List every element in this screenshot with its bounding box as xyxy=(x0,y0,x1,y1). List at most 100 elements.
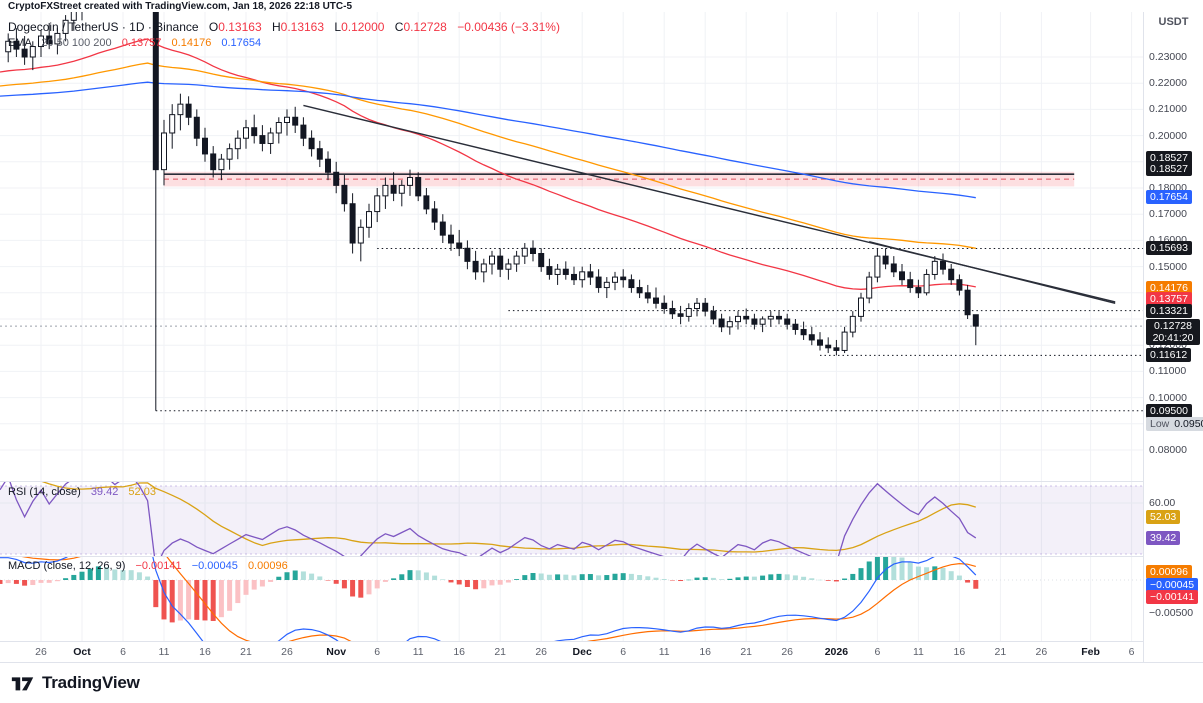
macd-histogram-bar xyxy=(768,574,774,580)
candle-body xyxy=(46,35,53,45)
candle-body xyxy=(546,266,553,275)
ema50-line xyxy=(0,38,976,290)
macd-histogram-bar xyxy=(309,573,315,580)
tradingview-logo-icon[interactable] xyxy=(10,670,36,696)
candle-body xyxy=(234,137,241,150)
candle-body xyxy=(562,268,569,275)
macd-histogram-bar xyxy=(481,580,487,589)
candle-body xyxy=(841,331,848,351)
macd-histogram-bar xyxy=(973,580,979,589)
axis-price-badge: 0.09500 xyxy=(1146,403,1192,418)
macd-histogram-bar xyxy=(555,574,561,580)
pane-separator[interactable] xyxy=(0,556,1203,557)
axis-price-badge: 0.00096 xyxy=(1146,564,1192,579)
ohlc-close-label: C xyxy=(394,20,404,34)
macd-histogram-bar xyxy=(915,566,921,580)
macd-indicator-pane[interactable] xyxy=(0,557,1143,642)
candle-body xyxy=(13,40,20,50)
candle-body xyxy=(628,279,635,289)
ema-name[interactable]: EMA xyxy=(8,37,32,49)
candle-body xyxy=(185,103,192,118)
candle-body xyxy=(366,211,372,228)
candle-body xyxy=(472,260,479,273)
macd-histogram-bar xyxy=(63,578,69,580)
candle-body xyxy=(817,339,823,346)
time-axis-label: 16 xyxy=(953,646,966,658)
pane-separator[interactable] xyxy=(0,481,1203,482)
pane-separator[interactable] xyxy=(0,641,1203,642)
axis-tick-label: 0.10000 xyxy=(1149,391,1187,404)
time-axis-label: 2026 xyxy=(824,646,849,658)
attribution-bar: CryptoFXStreet created with TradingView.… xyxy=(0,0,1203,13)
candle-body xyxy=(29,46,36,58)
symbol-legend[interactable]: Dogecoin / TetherUS · 1D · Binance O0.13… xyxy=(8,20,560,34)
tradingview-brand-text[interactable]: TradingView xyxy=(42,673,140,692)
axis-price-badge: 0.12728 20:41:20 xyxy=(1146,319,1200,346)
price-axis[interactable]: USDT 0.23000 0.22000 0.21000 0.20000 0.18000… xyxy=(1144,0,1203,662)
macd-legend[interactable]: MACD (close, 12, 26, 9) −0.00141 −0.0004… xyxy=(8,560,288,572)
macd-histogram-bar xyxy=(686,579,692,581)
main-price-chart[interactable] xyxy=(0,12,1143,482)
macd-histogram-bar xyxy=(202,580,208,621)
macd-histogram-bar xyxy=(743,576,749,580)
candle-body xyxy=(792,323,799,330)
candle-body xyxy=(636,287,643,294)
candle-body xyxy=(398,184,405,194)
macd-histogram-bar xyxy=(391,578,397,580)
axis-tick-label: 0.20000 xyxy=(1149,129,1187,142)
candle-body xyxy=(152,12,159,171)
macd-histogram-bar xyxy=(710,577,716,580)
time-axis-label: 6 xyxy=(620,646,627,658)
macd-histogram-bar xyxy=(136,572,142,580)
candle-body xyxy=(890,263,897,273)
candle-body xyxy=(161,132,167,171)
time-axis-label: 26 xyxy=(281,646,293,658)
macd-histogram-bar xyxy=(620,573,626,580)
candle-body xyxy=(620,276,627,281)
macd-histogram-bar xyxy=(489,580,495,586)
macd-histogram-bar xyxy=(497,580,503,585)
candle-body xyxy=(415,177,422,197)
axis-tick-label: 60.00 xyxy=(1149,497,1176,509)
candle-body xyxy=(702,302,709,312)
symbol-title[interactable]: Dogecoin / TetherUS · 1D · Binance xyxy=(8,20,199,34)
candle-body xyxy=(497,255,504,270)
rsi-indicator-pane[interactable] xyxy=(0,482,1143,557)
candle-body xyxy=(644,292,651,299)
candle-body xyxy=(595,276,602,289)
macd-histogram-bar xyxy=(415,570,421,580)
rsi-ma-value: 52.03 xyxy=(128,486,156,498)
macd-histogram-bar xyxy=(284,572,290,580)
macd-histogram-bar xyxy=(776,573,782,580)
macd-histogram-bar xyxy=(292,570,298,580)
macd-histogram-bar xyxy=(374,580,380,589)
axis-tick-label: 0.22000 xyxy=(1149,77,1187,90)
macd-histogram-bar xyxy=(46,580,52,583)
axis-price-badge: 0.14176 xyxy=(1146,281,1192,296)
rsi-name[interactable]: RSI (14, close) xyxy=(8,486,81,498)
macd-name[interactable]: MACD (close, 12, 26, 9) xyxy=(8,560,126,572)
rsi-legend[interactable]: RSI (14, close) 39.42 52.03 xyxy=(8,486,156,498)
descending-trendline[interactable] xyxy=(869,241,1116,304)
time-axis-label: 16 xyxy=(199,646,211,658)
candle-body xyxy=(751,318,758,325)
macd-histogram-bar xyxy=(637,575,643,580)
rsi-line xyxy=(0,482,977,557)
candle-body xyxy=(341,184,348,205)
macd-histogram-bar xyxy=(464,580,470,587)
ohlc-close-value: 0.12728 xyxy=(403,20,447,34)
axis-price-badge: 0.18527 xyxy=(1146,151,1192,166)
macd-histogram-bar xyxy=(956,575,962,580)
time-axis-label: 6 xyxy=(874,646,881,658)
ema-legend[interactable]: EMA 20 50 100 200 0.13757 0.14176 0.1765… xyxy=(8,37,261,49)
candle-body xyxy=(325,158,331,173)
candle-body xyxy=(735,315,741,323)
candle-body xyxy=(439,221,446,236)
macd-histogram-bar xyxy=(210,580,216,621)
candle-body xyxy=(513,255,520,265)
macd-histogram-bar xyxy=(350,580,356,597)
macd-histogram-bar xyxy=(104,567,110,580)
time-axis[interactable]: 26 Oct 6 11 16 21 26 Nov 6 11 16 21 26 Dec 6 11 16 21 26 20… xyxy=(0,642,1143,662)
candle-body xyxy=(661,302,668,310)
macd-histogram-bar xyxy=(653,577,659,580)
